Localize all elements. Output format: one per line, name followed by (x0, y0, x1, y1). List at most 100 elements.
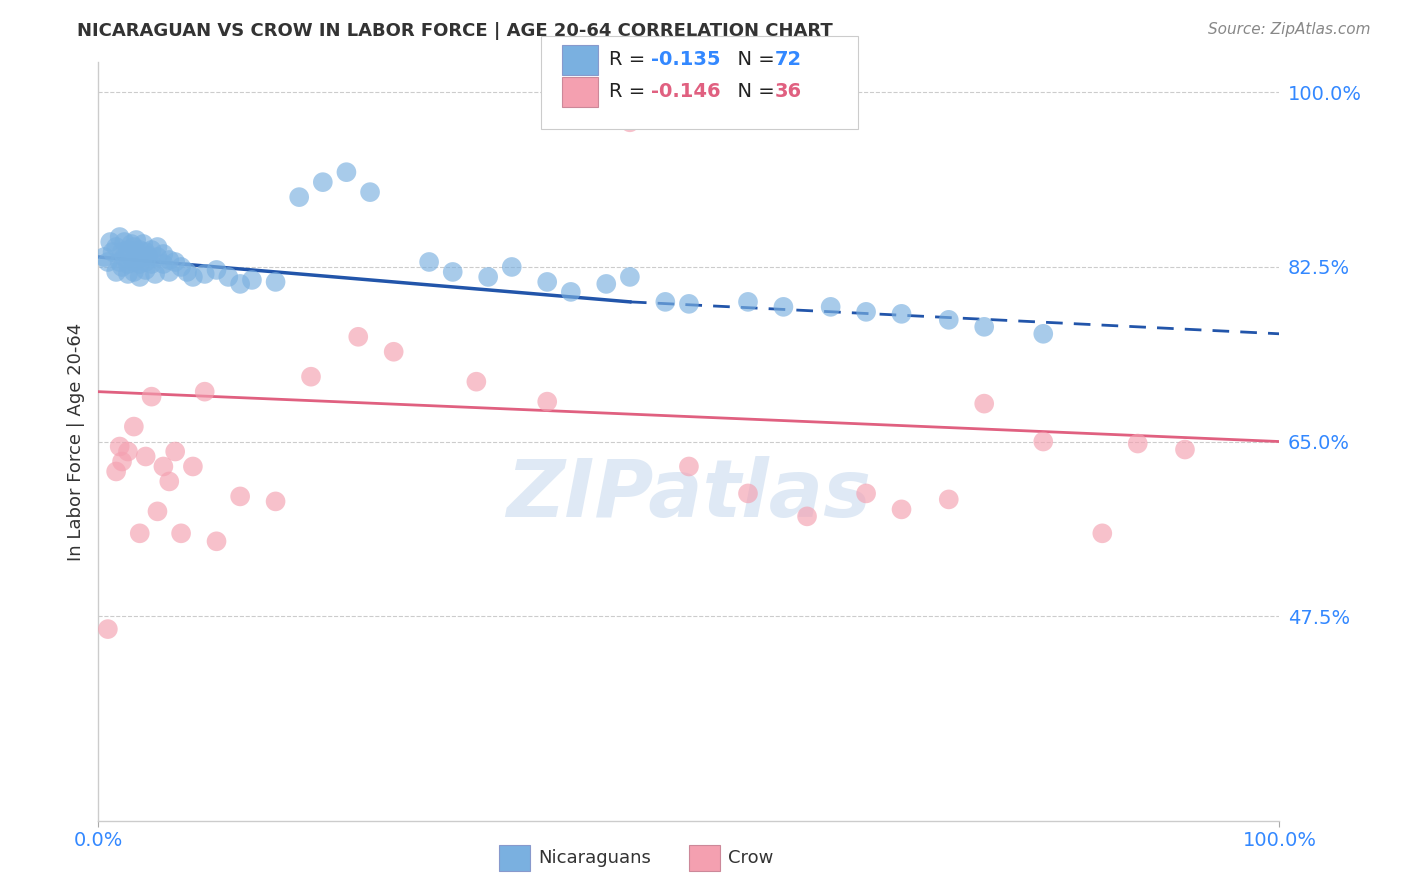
Text: R =: R = (609, 82, 651, 102)
Point (312, 175, 335, 189)
Point (157, 252, 180, 267)
Point (146, 250, 169, 264)
Point (1174, 442, 1197, 457)
Point (1126, 436, 1149, 450)
Point (678, 459, 700, 474)
Text: -0.146: -0.146 (651, 82, 721, 102)
Point (194, 384, 217, 399)
Point (194, 267, 217, 281)
Point (382, 344, 405, 359)
Point (141, 243, 163, 257)
Point (97, 622, 120, 636)
Point (1091, 526, 1114, 541)
Text: Source: ZipAtlas.com: Source: ZipAtlas.com (1208, 22, 1371, 37)
Point (143, 267, 166, 281)
Point (117, 267, 139, 281)
Point (418, 255, 440, 269)
Point (595, 277, 617, 291)
Point (93, 250, 115, 264)
Text: 36: 36 (775, 82, 801, 102)
Point (264, 275, 287, 289)
Point (165, 255, 187, 269)
Point (146, 504, 169, 518)
Point (678, 297, 700, 311)
Point (855, 305, 877, 319)
Point (111, 454, 134, 468)
Point (501, 260, 523, 274)
Point (217, 269, 239, 284)
Point (176, 265, 198, 279)
Point (890, 307, 912, 321)
Point (205, 263, 228, 277)
Point (125, 233, 148, 247)
Point (152, 247, 174, 261)
Point (465, 375, 488, 389)
Point (737, 486, 759, 500)
Point (111, 244, 134, 259)
Point (170, 526, 193, 541)
Point (121, 250, 143, 264)
Point (122, 419, 145, 434)
Point (855, 486, 877, 500)
Text: Crow: Crow (728, 849, 773, 867)
Point (122, 255, 145, 269)
Point (560, 285, 582, 299)
Point (105, 240, 128, 254)
Point (101, 244, 124, 259)
Text: Nicaraguans: Nicaraguans (538, 849, 651, 867)
Point (165, 444, 187, 458)
Text: R =: R = (609, 50, 651, 70)
Point (125, 247, 148, 261)
Point (1032, 326, 1054, 341)
Point (938, 492, 960, 507)
Point (619, 115, 641, 129)
Y-axis label: In Labor Force | Age 20-64: In Labor Force | Age 20-64 (66, 322, 84, 561)
Point (117, 444, 139, 458)
Point (288, 190, 311, 204)
Point (146, 240, 169, 254)
Point (152, 257, 174, 271)
Point (141, 257, 163, 271)
Point (737, 294, 759, 309)
Point (132, 237, 155, 252)
Point (441, 265, 464, 279)
Point (117, 243, 139, 257)
Point (157, 475, 180, 489)
Point (157, 265, 180, 279)
Point (128, 269, 150, 284)
Point (1032, 434, 1054, 449)
Point (347, 330, 370, 344)
Point (820, 300, 842, 314)
Point (264, 494, 287, 508)
Point (111, 260, 134, 274)
Text: N =: N = (725, 50, 782, 70)
Point (205, 534, 228, 549)
Text: 72: 72 (775, 50, 801, 70)
Point (772, 300, 794, 314)
Text: ZIPatlas: ZIPatlas (506, 456, 872, 533)
Point (335, 165, 357, 179)
Point (938, 313, 960, 327)
Point (181, 459, 204, 474)
Point (112, 235, 135, 249)
Point (536, 394, 558, 409)
Point (105, 265, 128, 279)
Point (536, 275, 558, 289)
Point (135, 263, 157, 277)
Point (170, 260, 193, 274)
Point (181, 269, 204, 284)
Point (299, 369, 322, 384)
Point (359, 185, 381, 199)
Point (229, 490, 252, 504)
Point (128, 257, 150, 271)
Point (108, 255, 131, 269)
Point (97, 255, 120, 269)
Point (128, 243, 150, 257)
Text: -0.135: -0.135 (651, 50, 720, 70)
Point (152, 459, 174, 474)
Point (108, 440, 131, 454)
Point (117, 257, 139, 271)
Point (135, 450, 157, 464)
Point (973, 319, 995, 334)
Point (890, 502, 912, 516)
